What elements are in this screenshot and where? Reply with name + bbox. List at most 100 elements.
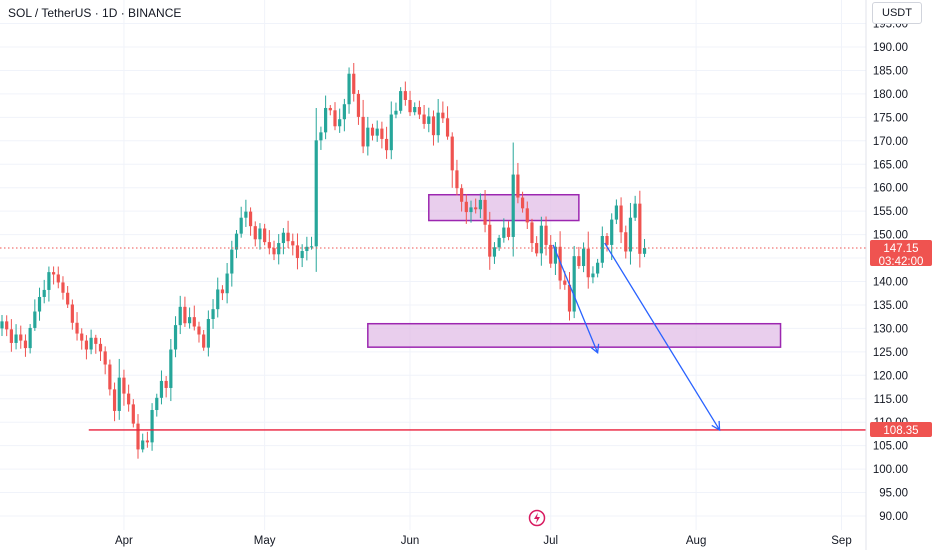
candle-body <box>389 114 393 151</box>
candle-body <box>427 116 431 124</box>
candle-body <box>356 93 361 117</box>
candle-body <box>460 188 464 202</box>
target-price-tag: 108.35 <box>870 421 932 437</box>
candle-body <box>263 228 267 243</box>
price-tag-background <box>870 421 932 437</box>
candle-body <box>188 317 192 324</box>
candle-body <box>66 292 70 305</box>
time-tick-label: Apr <box>115 535 133 547</box>
currency-selector[interactable]: USDT <box>872 2 922 24</box>
candle-body <box>502 227 506 238</box>
time-tick-label: Sep <box>831 535 851 547</box>
price-axis[interactable]: 90.0095.00100.00105.00110.00115.00120.00… <box>865 0 932 550</box>
candle-body <box>516 174 520 198</box>
candle-body <box>596 262 600 274</box>
price-tick-label: 170.00 <box>873 136 908 148</box>
candle-body <box>408 99 412 113</box>
chart-grid <box>0 0 866 530</box>
candle-body <box>197 326 201 335</box>
candle-body <box>319 132 323 141</box>
candle-body <box>225 273 229 294</box>
price-tag-background <box>870 239 932 266</box>
candle-body <box>586 248 590 278</box>
candle-body <box>370 127 375 136</box>
candle-body <box>56 274 60 283</box>
arrow-head <box>590 343 600 355</box>
candle-body <box>338 119 342 127</box>
candle-body <box>553 246 558 264</box>
candle-body <box>136 423 140 450</box>
candle-body <box>375 128 379 136</box>
candle-body <box>633 203 637 218</box>
candle-body <box>455 170 459 189</box>
candle-body <box>600 236 604 263</box>
candle-body <box>23 340 28 349</box>
candle-body <box>333 110 337 127</box>
candle-body <box>642 247 647 254</box>
candle-body <box>230 249 234 274</box>
candle-body <box>384 138 389 151</box>
candle-body <box>628 217 633 252</box>
candle-body <box>563 280 567 285</box>
candle-body <box>474 207 478 210</box>
candle-body <box>483 199 487 225</box>
candle-body <box>131 404 135 424</box>
projection-arrow-short <box>552 244 600 355</box>
candle-body <box>577 256 581 267</box>
price-tick-label: 130.00 <box>873 323 908 335</box>
candle-body <box>488 224 492 257</box>
candle-body <box>28 327 32 349</box>
candle-body <box>202 334 206 348</box>
candle-body <box>70 304 74 323</box>
candle-body <box>417 107 422 115</box>
candle-body <box>314 140 318 247</box>
candle-body <box>511 174 515 237</box>
candle-body <box>89 337 93 350</box>
candle-body <box>544 225 548 245</box>
candle-body <box>619 205 623 233</box>
candle-body <box>239 217 243 234</box>
price-tag-text: 147.15 <box>883 243 918 255</box>
candle-body <box>220 289 225 294</box>
price-tick-label: 160.00 <box>873 183 908 195</box>
candle-body <box>150 410 154 443</box>
candle-body <box>342 104 346 120</box>
candle-body <box>567 284 572 312</box>
candle-body <box>253 226 257 240</box>
candle-body <box>244 211 248 218</box>
time-axis[interactable]: Apr May Jun Jul Aug Sep <box>115 535 852 547</box>
candle-body <box>506 227 511 237</box>
horizontal-levels <box>0 247 866 431</box>
price-tick-label: 150.00 <box>873 230 908 242</box>
candle-body <box>19 334 23 341</box>
candle-body <box>525 208 529 223</box>
candle-body <box>380 128 384 139</box>
candle-body <box>614 205 618 220</box>
candlestick-series <box>0 62 647 459</box>
candle-body <box>159 380 164 398</box>
candle-body <box>61 282 65 293</box>
candle-body <box>413 107 417 113</box>
candle-body <box>610 219 614 245</box>
candle-body <box>169 349 173 388</box>
price-tick-label: 180.00 <box>873 89 908 101</box>
candle-body <box>328 107 332 111</box>
candle-body <box>286 232 290 242</box>
price-tick-label: 185.00 <box>873 65 908 77</box>
candle-body <box>75 322 79 334</box>
lightning-logo-icon[interactable] <box>528 509 546 527</box>
candle-body <box>141 440 145 450</box>
candle-body <box>267 242 271 249</box>
candle-body <box>277 243 281 255</box>
candle-body <box>98 343 103 352</box>
time-tick-label: Aug <box>686 535 706 547</box>
candle-body <box>492 247 497 257</box>
candle-body <box>436 112 440 136</box>
candle-body <box>572 256 576 312</box>
candle-body <box>108 364 112 390</box>
candle-body <box>9 329 13 343</box>
candle-body <box>445 118 450 137</box>
